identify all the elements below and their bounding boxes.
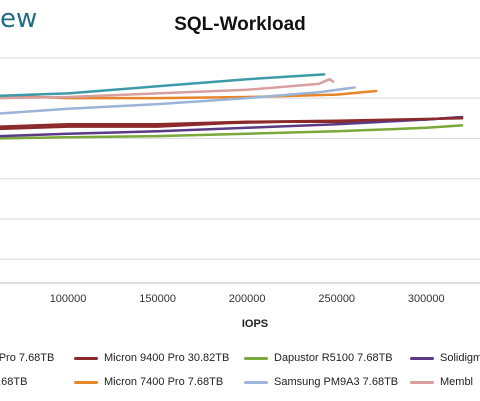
series-line-5 — [0, 77, 335, 100]
x-tick-label: 100000 — [50, 293, 87, 305]
series-line-6 — [0, 73, 326, 98]
legend-swatch — [244, 380, 268, 384]
x-tick-label: 250000 — [318, 293, 355, 305]
x-tick-label: 300000 — [408, 293, 445, 305]
legend-label: Membl — [440, 376, 474, 388]
legend-swatch — [410, 356, 434, 360]
chart-title: SQL-Workload — [174, 14, 306, 35]
legend-item: Membl — [410, 376, 473, 388]
chart-series — [0, 73, 464, 140]
legend-label: Micron 7400 Pro 7.68TB — [104, 376, 224, 388]
legend-label: Samsung PM9A3 7.68TB — [274, 376, 399, 388]
legend-item: Solidigm — [410, 352, 480, 364]
legend-swatch — [410, 380, 434, 384]
chart-legend: ) Pro 7.68TB Micron 9400 Pro 30.82TB Dapus… — [0, 348, 480, 398]
x-tick-label: 200000 — [229, 293, 266, 305]
legend-label: Dapustor R5100 7.68TB — [274, 352, 393, 364]
legend-item: Micron 7400 Pro 7.68TB — [74, 376, 223, 388]
series-line-4 — [0, 86, 356, 115]
x-axis-label: IOPS — [242, 318, 268, 330]
brand-logo: ew — [0, 4, 38, 34]
legend-label: ) Pro 7.68TB — [0, 352, 55, 364]
legend-label: Micron 9400 Pro 30.82TB — [104, 352, 230, 364]
legend-item: Micron 9400 Pro 30.82TB — [74, 352, 229, 364]
legend-item: ) Pro 7.68TB — [0, 352, 54, 364]
legend-swatch — [74, 356, 98, 360]
line-chart: 100000 150000 200000 250000 300000 IOPS — [0, 57, 480, 330]
legend-label: Solidigm — [440, 352, 480, 364]
legend-item: Samsung PM9A3 7.68TB — [244, 376, 398, 388]
legend-item: 7.68TB — [0, 376, 27, 388]
legend-swatch — [244, 356, 268, 360]
chart-grid — [0, 57, 480, 284]
series-line-1 — [0, 124, 464, 140]
series-line-7 — [0, 117, 464, 128]
legend-swatch — [74, 380, 98, 384]
legend-item: Dapustor R5100 7.68TB — [244, 352, 393, 364]
x-axis-ticks: 100000 150000 200000 250000 300000 — [50, 293, 445, 305]
legend-label: 7.68TB — [0, 376, 28, 388]
x-tick-label: 150000 — [139, 293, 176, 305]
